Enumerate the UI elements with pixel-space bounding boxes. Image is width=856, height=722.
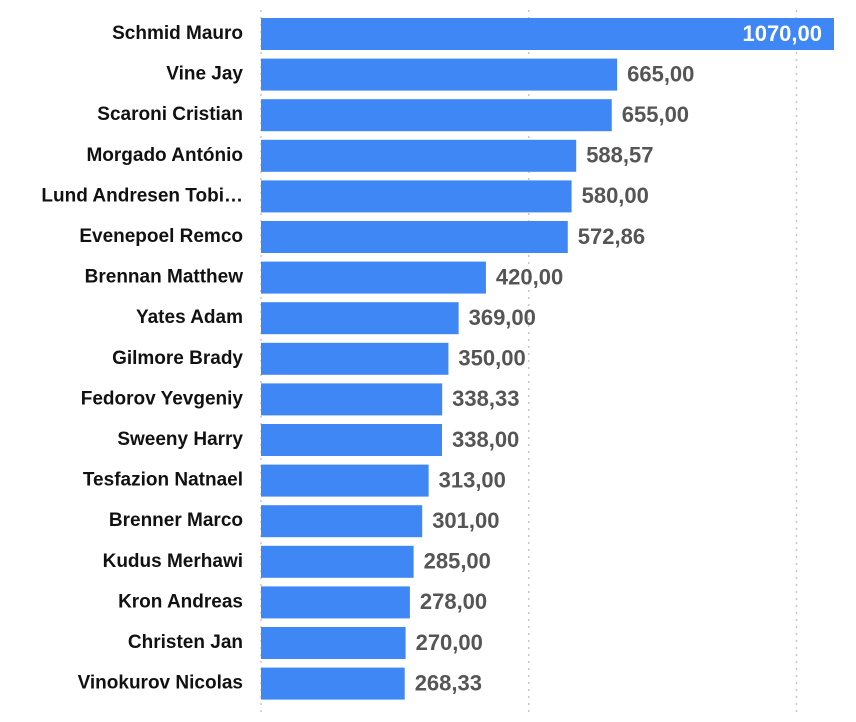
value-label: 1070,00 [742, 21, 822, 46]
value-label: 350,00 [458, 346, 525, 371]
category-label: Lund Andresen Tobi… [41, 185, 243, 206]
category-label: Tesfazion Natnael [83, 470, 243, 491]
category-label: Evenepoel Remco [79, 226, 243, 247]
category-label: Christen Jan [128, 632, 243, 653]
bar [261, 383, 443, 416]
bar [261, 505, 423, 538]
value-label: 665,00 [627, 61, 694, 86]
category-label: Schmid Mauro [112, 23, 243, 44]
category-label: Yates Adam [136, 307, 243, 328]
bar [261, 302, 459, 335]
bar [261, 180, 572, 213]
category-label: Brenner Marco [109, 510, 243, 531]
value-label: 369,00 [469, 305, 536, 330]
category-label: Brennan Matthew [85, 267, 244, 288]
category-label: Kron Andreas [118, 591, 243, 612]
value-label: 655,00 [622, 102, 689, 127]
value-label: 270,00 [416, 630, 483, 655]
value-label: 580,00 [582, 183, 649, 208]
category-label: Sweeny Harry [117, 429, 243, 450]
bar [261, 586, 410, 619]
bar [261, 545, 414, 578]
category-label: Kudus Merhawi [103, 551, 243, 572]
value-label: 572,86 [578, 224, 645, 249]
value-label: 338,00 [452, 427, 519, 452]
bar [261, 99, 612, 132]
bar [261, 18, 834, 50]
category-label: Morgado António [86, 145, 243, 166]
value-label: 301,00 [432, 508, 499, 533]
bar [261, 221, 568, 253]
value-label: 268,33 [415, 670, 482, 695]
bar [261, 627, 406, 659]
value-label: 338,33 [452, 386, 519, 411]
bar [261, 667, 405, 700]
value-label: 313,00 [439, 467, 506, 492]
value-label: 278,00 [420, 589, 487, 614]
bar [261, 464, 429, 497]
category-label: Vine Jay [166, 64, 243, 85]
category-label: Fedorov Yevgeniy [81, 388, 244, 409]
bar [261, 342, 449, 375]
bar [261, 58, 618, 91]
category-label: Vinokurov Nicolas [78, 673, 243, 694]
category-label: Gilmore Brady [112, 348, 243, 369]
value-label: 588,57 [586, 143, 653, 168]
value-label: 285,00 [424, 549, 491, 574]
bar [261, 424, 443, 456]
bar [261, 261, 486, 294]
bar [261, 139, 577, 172]
value-label: 420,00 [496, 264, 563, 289]
category-label: Scaroni Cristian [97, 104, 243, 125]
